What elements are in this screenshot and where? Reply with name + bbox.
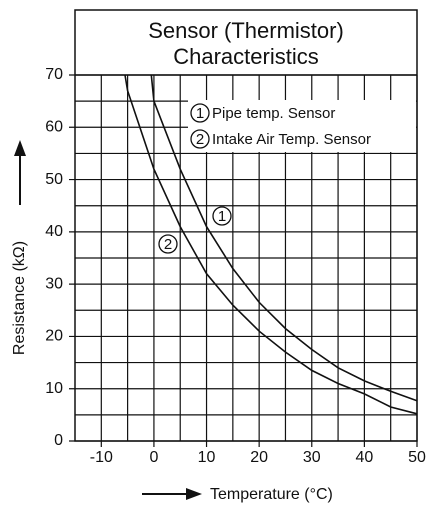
marker-number: 1 bbox=[218, 208, 226, 225]
x-tick-label: 20 bbox=[250, 449, 268, 466]
y-tick-label: 70 bbox=[45, 66, 63, 83]
y-tick-label: 10 bbox=[45, 380, 63, 397]
y-axis-label: Resistance (kΩ) bbox=[11, 241, 28, 355]
y-tick-label: 20 bbox=[45, 328, 63, 345]
chart-title: Sensor (Thermistor) bbox=[148, 18, 344, 43]
marker-circle bbox=[158, 234, 178, 254]
marker-number: 2 bbox=[164, 236, 172, 253]
x-tick-label: -10 bbox=[90, 449, 113, 466]
chart-title: Characteristics bbox=[173, 44, 318, 69]
curve bbox=[150, 74, 418, 402]
x-tick-label: 50 bbox=[408, 449, 426, 466]
y-tick-label: 40 bbox=[45, 223, 63, 240]
x-tick-label: 0 bbox=[149, 449, 158, 466]
y-arrow-head bbox=[14, 140, 26, 156]
marker-number: 1 bbox=[196, 105, 204, 122]
x-arrow-head bbox=[186, 488, 202, 500]
y-tick-label: 60 bbox=[45, 119, 63, 136]
marker-number: 2 bbox=[196, 131, 204, 148]
legend-entry: Intake Air Temp. Sensor bbox=[212, 131, 371, 148]
marker-circle bbox=[212, 206, 232, 226]
y-tick-label: 50 bbox=[45, 171, 63, 188]
marker-circle bbox=[190, 103, 210, 123]
legend-entry: Pipe temp. Sensor bbox=[212, 105, 335, 122]
y-tick-label: 0 bbox=[54, 432, 63, 449]
y-tick-label: 30 bbox=[45, 275, 63, 292]
x-tick-label: 40 bbox=[355, 449, 373, 466]
marker-circle bbox=[190, 129, 210, 149]
x-axis-label: Temperature (°C) bbox=[210, 486, 333, 503]
legend-bg bbox=[188, 100, 416, 152]
curve bbox=[124, 74, 418, 415]
x-tick-label: 30 bbox=[303, 449, 321, 466]
x-tick-label: 10 bbox=[198, 449, 216, 466]
